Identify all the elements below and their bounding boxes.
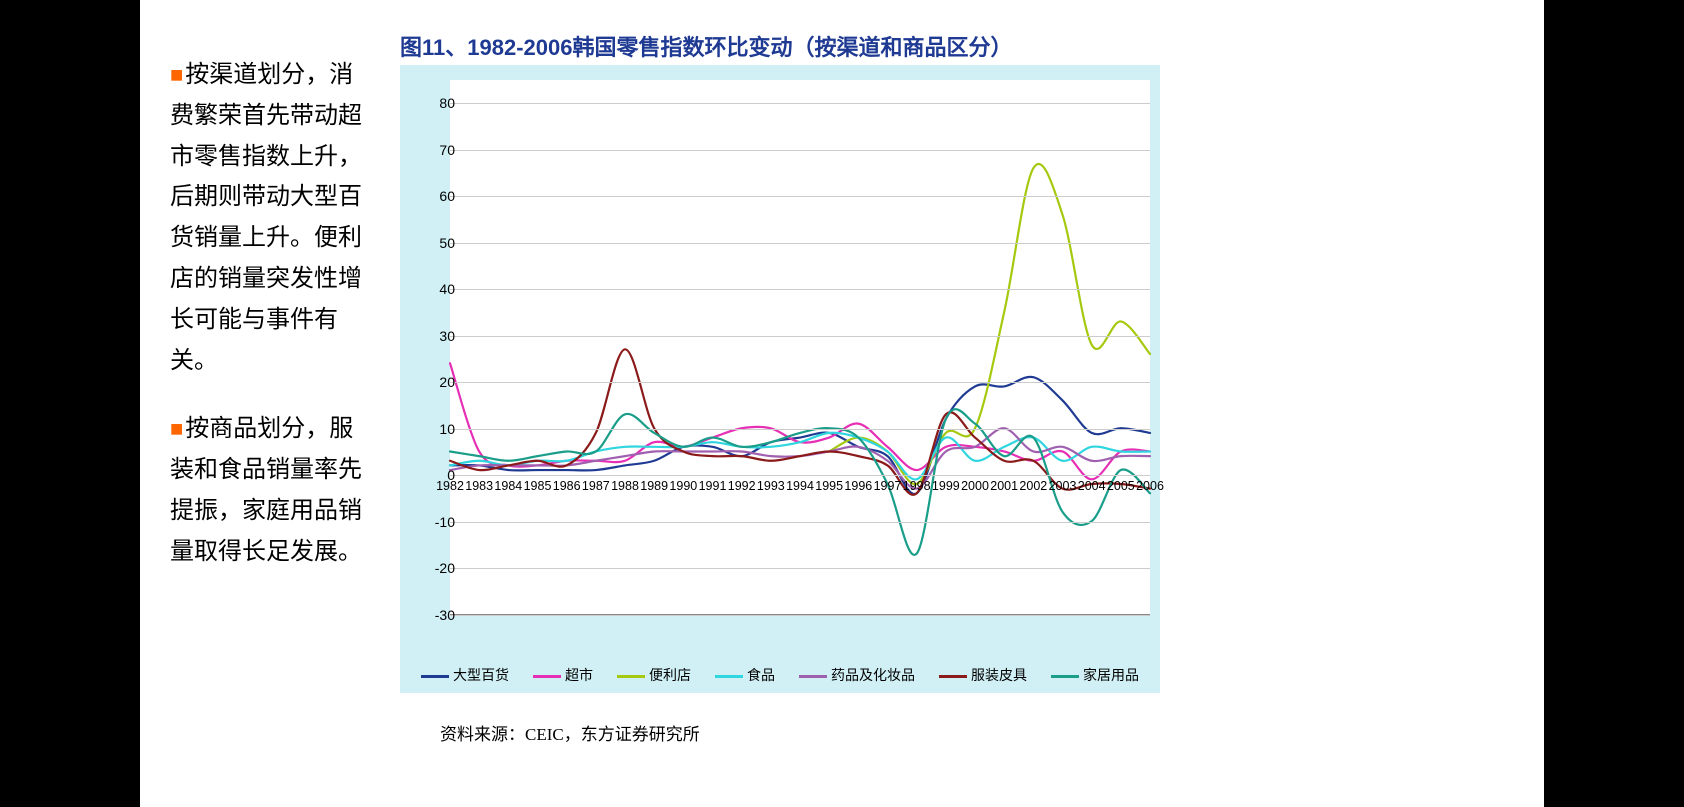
legend-item: 超市	[533, 665, 593, 685]
grid-line	[450, 475, 1150, 476]
legend-swatch	[533, 675, 561, 678]
legend-swatch	[799, 675, 827, 678]
slide-content: ■按渠道划分，消费繁荣首先带动超市零售指数上升，后期则带动大型百货销量上升。便利…	[140, 0, 1544, 807]
x-tick-label: 1982	[436, 479, 464, 493]
x-tick-label: 1992	[728, 479, 756, 493]
paragraph-2: ■按商品划分，服装和食品销量率先提振，家庭用品销量取得长足发展。	[170, 409, 370, 572]
y-tick-label: 40	[415, 281, 455, 297]
plot-area	[450, 80, 1150, 615]
paragraph-1: ■按渠道划分，消费繁荣首先带动超市零售指数上升，后期则带动大型百货销量上升。便利…	[170, 55, 370, 381]
grid-line	[450, 289, 1150, 290]
chart-source: 资料来源：CEIC，东方证券研究所	[440, 720, 700, 745]
x-tick-label: 2000	[961, 479, 989, 493]
sidebar-text: ■按渠道划分，消费繁荣首先带动超市零售指数上升，后期则带动大型百货销量上升。便利…	[170, 55, 370, 573]
grid-line	[450, 150, 1150, 151]
x-tick-label: 2005	[1107, 479, 1135, 493]
x-tick-label: 2001	[990, 479, 1018, 493]
x-tick-label: 1987	[582, 479, 610, 493]
para1-text: 按渠道划分，消费繁荣首先带动超市零售指数上升，后期则带动大型百货销量上升。便利店…	[170, 62, 362, 374]
legend-label: 家居用品	[1083, 667, 1139, 683]
grid-line	[450, 336, 1150, 337]
legend-item: 服装皮具	[939, 665, 1027, 685]
x-tick-label: 1991	[699, 479, 727, 493]
y-tick-label: 80	[415, 95, 455, 111]
legend-swatch	[715, 675, 743, 678]
x-tick-label: 1999	[932, 479, 960, 493]
legend-swatch	[421, 675, 449, 678]
legend-swatch	[1051, 675, 1079, 678]
x-tick-label: 2006	[1136, 479, 1164, 493]
grid-line	[450, 103, 1150, 104]
legend-swatch	[939, 675, 967, 678]
bullet-icon: ■	[170, 416, 183, 441]
y-tick-label: 70	[415, 142, 455, 158]
bullet-icon: ■	[170, 62, 183, 87]
legend-label: 服装皮具	[971, 667, 1027, 683]
chart-title: 图11、1982-2006韩国零售指数环比变动（按渠道和商品区分）	[400, 30, 1012, 62]
chart-lines-svg	[450, 80, 1150, 614]
y-tick-label: 20	[415, 374, 455, 390]
y-tick-label: 60	[415, 188, 455, 204]
y-tick-label: -20	[415, 560, 455, 576]
x-tick-label: 1984	[494, 479, 522, 493]
x-tick-label: 1985	[524, 479, 552, 493]
legend-label: 食品	[747, 667, 775, 683]
x-tick-label: 1986	[553, 479, 581, 493]
y-tick-label: -30	[415, 607, 455, 623]
y-tick-label: -10	[415, 514, 455, 530]
series-line-服装皮具	[450, 349, 1150, 494]
x-tick-label: 1997	[874, 479, 902, 493]
legend-item: 大型百货	[421, 665, 509, 685]
grid-line	[450, 522, 1150, 523]
x-tick-label: 1983	[465, 479, 493, 493]
legend-label: 药品及化妆品	[831, 667, 915, 683]
grid-line	[450, 243, 1150, 244]
x-tick-label: 1998	[903, 479, 931, 493]
grid-line	[450, 196, 1150, 197]
y-tick-label: 50	[415, 235, 455, 251]
grid-line	[450, 429, 1150, 430]
x-tick-label: 2004	[1078, 479, 1106, 493]
legend-label: 便利店	[649, 667, 691, 683]
grid-line	[450, 615, 1150, 616]
legend-item: 家居用品	[1051, 665, 1139, 685]
x-tick-label: 1996	[844, 479, 872, 493]
grid-line	[450, 568, 1150, 569]
x-tick-label: 1993	[757, 479, 785, 493]
grid-line	[450, 382, 1150, 383]
y-tick-label: 30	[415, 328, 455, 344]
legend-label: 超市	[565, 667, 593, 683]
legend-item: 便利店	[617, 665, 691, 685]
y-tick-label: 10	[415, 421, 455, 437]
x-tick-label: 1995	[815, 479, 843, 493]
legend-label: 大型百货	[453, 667, 509, 683]
x-tick-label: 1994	[786, 479, 814, 493]
legend-item: 食品	[715, 665, 775, 685]
chart-container: 大型百货超市便利店食品药品及化妆品服装皮具家居用品 -30-20-1001020…	[400, 65, 1160, 693]
legend-item: 药品及化妆品	[799, 665, 915, 685]
legend-swatch	[617, 675, 645, 678]
x-tick-label: 2002	[1019, 479, 1047, 493]
x-tick-label: 2003	[1049, 479, 1077, 493]
para2-text: 按商品划分，服装和食品销量率先提振，家庭用品销量取得长足发展。	[170, 416, 362, 564]
x-tick-label: 1990	[669, 479, 697, 493]
x-tick-label: 1988	[611, 479, 639, 493]
x-tick-label: 1989	[640, 479, 668, 493]
chart-legend: 大型百货 超市 便利店 食品 药品及化妆品 服装皮具 家居用品	[400, 665, 1160, 685]
